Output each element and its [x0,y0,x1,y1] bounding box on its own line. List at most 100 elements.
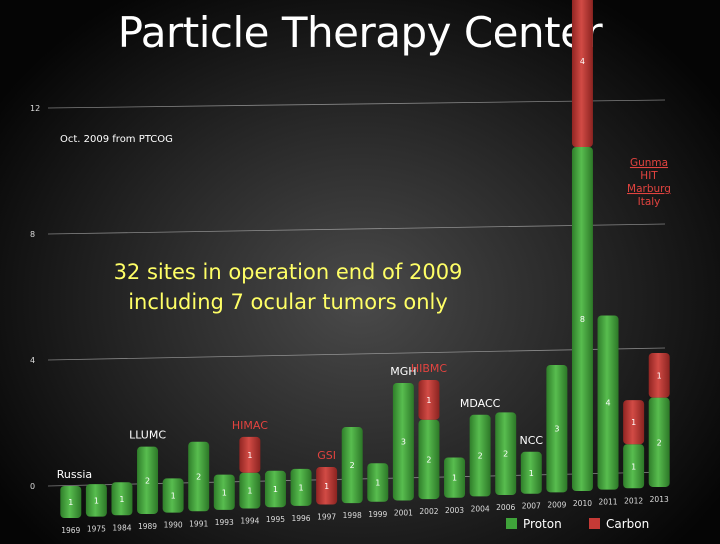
x-tick-label: 1991 [189,519,208,528]
x-tick-label: 1998 [343,511,362,520]
bar-proton-2003 [444,457,466,498]
x-tick-label: 1997 [317,513,336,522]
legend-label: Proton [523,517,562,531]
x-tick-label: 1999 [368,510,387,519]
bar-proton-2011 [597,315,619,490]
x-tick-label: 1990 [164,521,183,530]
bar-value-label: 3 [401,438,406,447]
bar-value-label: 2 [145,476,150,485]
stack-site-label: Marburg [627,183,671,195]
bar-value-label: 1 [657,371,662,380]
bar-value-label: 1 [298,483,303,492]
gridline-8 [47,223,666,235]
bar-carbon-1997 [316,467,338,505]
site-label: NCC [519,434,543,447]
x-tick-label: 2009 [547,500,566,509]
x-tick-label: 1995 [266,515,285,524]
bar-proton-1989 [137,446,159,514]
bar-value-label: 2 [426,455,431,464]
stack-site-label: HIT [640,170,658,182]
x-tick-label: 1996 [291,514,310,523]
bar-value-label: 1 [171,492,176,501]
headline-text: 32 sites in operation end of 2009 [114,260,463,284]
x-tick-label: 2013 [650,495,669,504]
x-tick-label: 2006 [496,503,515,512]
bar-value-label: 1 [119,495,124,504]
x-tick-label: 1989 [138,522,157,531]
x-tick-label: 1984 [112,523,131,532]
bar-proton-1975 [85,484,107,517]
bar-proton-1998 [341,427,363,504]
legend-swatch-carbon [589,518,600,529]
bar-carbon-2002 [418,380,440,420]
x-tick-label: 2001 [394,508,413,517]
x-tick-label: 2010 [573,499,592,508]
bar-value-label: 2 [350,461,355,470]
source-note: Oct. 2009 from PTCOG [60,134,173,145]
bar-value-label: 1 [324,482,329,491]
bar-carbon-2013 [648,353,670,398]
gridline-12 [47,99,666,109]
y-tick-label: 4 [30,356,35,365]
bar-proton-1995 [264,470,286,508]
bar-value-label: 2 [478,452,483,461]
y-tick-label: 8 [30,230,35,239]
bar-proton-2001 [392,383,414,501]
bar-value-label: 1 [426,396,431,405]
bar-proton-1984 [111,482,133,516]
x-tick-label: 2002 [419,507,438,516]
y-tick-label: 12 [30,104,40,113]
bar-value-label: 4 [605,399,610,408]
bar-proton-2012 [623,444,645,489]
bar-proton-2009 [546,365,568,493]
bar-proton-2002 [418,419,440,500]
bar-value-label: 1 [631,462,636,471]
bar-carbon-2010 [571,0,593,147]
x-tick-label: 1994 [240,517,259,526]
y-tick-label: 0 [30,482,35,491]
site-label: HIMAC [232,419,268,432]
site-label: LLUMC [129,429,166,442]
bar-value-label: 1 [68,498,73,507]
headline-text: including 7 ocular tumors only [128,290,448,314]
bar-proton-1994 [239,472,261,509]
page-title: Particle Therapy Center [117,8,603,57]
legend-label: Carbon [606,517,649,531]
bar-value-label: 4 [580,57,585,66]
x-tick-label: 2004 [471,504,490,513]
x-tick-label: 1969 [61,526,80,535]
x-tick-label: 1993 [215,518,234,527]
bar-value-label: 1 [247,451,252,460]
bar-proton-2004 [469,414,491,497]
x-tick-label: 2007 [522,502,541,511]
gridline-4 [47,347,666,361]
bar-value-label: 2 [196,473,201,482]
bar-proton-1990 [162,478,184,513]
bar-value-label: 8 [580,315,585,324]
legend-swatch-proton [506,518,517,529]
bar-proton-1999 [367,463,389,502]
bar-value-label: 1 [273,485,278,494]
bar-value-label: 1 [222,488,227,497]
bar-value-label: 2 [503,450,508,459]
stack-site-label: Italy [638,196,661,208]
bar-carbon-1994 [239,436,261,473]
bar-proton-2006 [495,412,517,496]
bar-value-label: 1 [452,474,457,483]
bar-value-label: 1 [631,418,636,427]
bar-proton-2013 [648,397,670,487]
bar-value-label: 1 [529,469,534,478]
site-label: Russia [57,468,92,481]
bar-value-label: 1 [247,487,252,496]
bar-proton-1993 [213,474,235,510]
bar-value-label: 2 [657,438,662,447]
x-tick-label: 2003 [445,506,464,515]
x-tick-label: 2012 [624,496,643,505]
bar-proton-1991 [188,441,210,512]
bar-value-label: 1 [94,496,99,505]
bar-value-label: 3 [554,425,559,434]
stack-site-label: Gunma [630,157,668,169]
site-label: MGH [390,365,416,378]
